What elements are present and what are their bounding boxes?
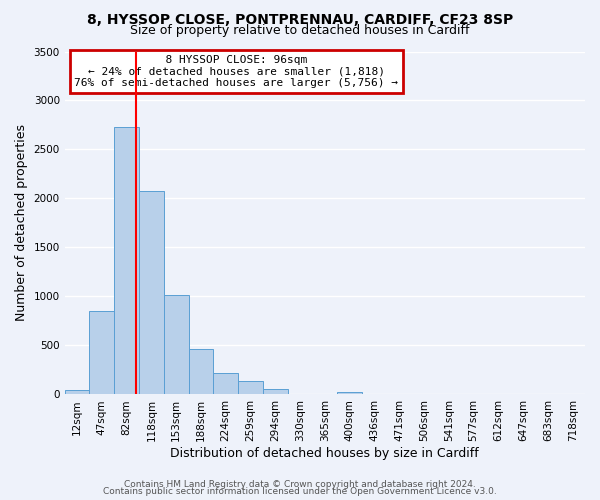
Text: 8, HYSSOP CLOSE, PONTPRENNAU, CARDIFF, CF23 8SP: 8, HYSSOP CLOSE, PONTPRENNAU, CARDIFF, C… bbox=[87, 12, 513, 26]
Text: 8 HYSSOP CLOSE: 96sqm  
← 24% of detached houses are smaller (1,818)
76% of semi: 8 HYSSOP CLOSE: 96sqm ← 24% of detached … bbox=[74, 55, 398, 88]
Text: Contains HM Land Registry data © Crown copyright and database right 2024.: Contains HM Land Registry data © Crown c… bbox=[124, 480, 476, 489]
Bar bbox=[65, 390, 89, 394]
Text: Contains public sector information licensed under the Open Government Licence v3: Contains public sector information licen… bbox=[103, 488, 497, 496]
Bar bbox=[337, 392, 362, 394]
Bar bbox=[238, 380, 263, 394]
Text: Size of property relative to detached houses in Cardiff: Size of property relative to detached ho… bbox=[130, 24, 470, 37]
Bar bbox=[114, 127, 139, 394]
Bar bbox=[164, 296, 188, 394]
Bar bbox=[139, 190, 164, 394]
Bar bbox=[188, 350, 214, 395]
X-axis label: Distribution of detached houses by size in Cardiff: Distribution of detached houses by size … bbox=[170, 447, 479, 460]
Bar bbox=[263, 389, 287, 394]
Bar bbox=[89, 311, 114, 394]
Bar bbox=[214, 374, 238, 394]
Y-axis label: Number of detached properties: Number of detached properties bbox=[15, 124, 28, 322]
